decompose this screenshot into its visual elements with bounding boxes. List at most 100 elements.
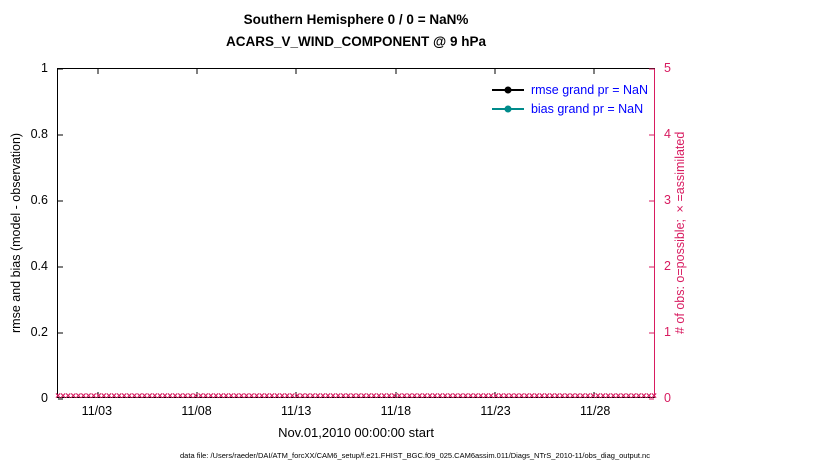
assimilated-obs-marker: × xyxy=(294,391,301,402)
x-tick-mark xyxy=(395,392,397,397)
assimilated-obs-marker: × xyxy=(212,391,219,402)
x-tick-mark xyxy=(97,69,99,74)
legend-item: rmse grand pr = NaN xyxy=(491,83,648,97)
assimilated-obs-marker: × xyxy=(162,391,168,402)
assimilated-obs-marker: × xyxy=(544,391,550,402)
assimilated-obs-marker: × xyxy=(472,391,479,402)
assimilated-obs-marker: × xyxy=(289,391,296,402)
assimilated-obs-marker: × xyxy=(645,391,652,402)
assimilated-obs-marker: × xyxy=(589,391,596,402)
x-tick-mark xyxy=(196,392,198,397)
assimilated-obs-marker: × xyxy=(569,391,576,402)
assimilated-obs-marker: × xyxy=(482,391,489,402)
assimilated-obs-marker: × xyxy=(640,391,647,402)
legend: rmse grand pr = NaN bias grand pr = NaN xyxy=(491,83,648,116)
assimilated-obs-marker: × xyxy=(218,391,224,402)
assimilated-obs-marker: × xyxy=(595,391,601,402)
assimilated-obs-marker: × xyxy=(182,391,189,402)
x-tick-label: 11/18 xyxy=(380,404,412,418)
assimilated-obs-marker: × xyxy=(121,391,128,402)
y-left-tick-mark xyxy=(58,266,63,268)
x-tick-label: 11/28 xyxy=(580,404,611,418)
assimilated-obs-marker: × xyxy=(192,391,199,402)
assimilated-obs-marker: × xyxy=(167,391,173,402)
x-tick-label: 11/08 xyxy=(181,404,212,418)
assimilated-obs-marker: × xyxy=(187,391,194,402)
assimilated-obs-marker: × xyxy=(411,391,418,402)
assimilated-obs-marker: × xyxy=(330,391,336,402)
rmse-marker-icon xyxy=(504,86,512,94)
y-left-tick-label: 0 xyxy=(41,391,48,405)
chart-title-line1: Southern Hemisphere 0 / 0 = NaN% xyxy=(243,12,469,27)
y-left-tick-label: 0.4 xyxy=(30,259,48,273)
bias-line-sample xyxy=(491,105,524,113)
assimilated-obs-marker: × xyxy=(610,391,617,402)
assimilated-obs-marker: × xyxy=(503,391,510,402)
assimilated-obs-marker: × xyxy=(55,391,61,402)
assimilated-obs-marker: × xyxy=(202,391,209,402)
assimilated-obs-marker: × xyxy=(274,391,280,402)
assimilated-obs-marker: × xyxy=(513,391,520,402)
y-right-tick-mark xyxy=(649,68,654,70)
assimilated-obs-marker: × xyxy=(635,391,642,402)
x-axis-label: Nov.01,2010 00:00:00 start xyxy=(278,425,434,440)
assimilated-obs-marker: × xyxy=(111,391,117,402)
legend-label: rmse grand pr = NaN xyxy=(530,83,648,97)
assimilated-obs-marker: × xyxy=(386,391,393,402)
y-right-tick-label: 3 xyxy=(664,193,671,207)
assimilated-obs-marker: × xyxy=(467,391,474,402)
assimilated-obs-marker: × xyxy=(396,391,403,402)
assimilated-obs-marker: × xyxy=(528,391,535,402)
x-tick-label: 11/13 xyxy=(281,404,312,418)
x-tick-mark xyxy=(196,69,198,74)
assimilated-obs-marker: × xyxy=(131,391,138,402)
x-tick-label: 11/03 xyxy=(81,404,113,418)
assimilated-obs-marker: × xyxy=(65,391,72,402)
assimilated-obs-marker: × xyxy=(488,391,494,402)
assimilated-obs-marker: × xyxy=(80,391,87,402)
assimilated-obs-marker: × xyxy=(574,391,581,402)
y-left-tick-mark xyxy=(58,398,63,400)
assimilated-obs-marker: × xyxy=(355,391,362,402)
assimilated-obs-marker: × xyxy=(426,391,433,402)
y-right-tick-label: 5 xyxy=(664,61,671,75)
assimilated-obs-marker: × xyxy=(584,391,591,402)
assimilated-obs-marker: × xyxy=(416,391,423,402)
assimilated-obs-marker: × xyxy=(493,391,499,402)
assimilated-obs-marker: × xyxy=(462,391,469,402)
assimilated-obs-marker: × xyxy=(447,391,454,402)
assimilated-obs-marker: × xyxy=(263,391,270,402)
y-right-tick-mark xyxy=(649,398,654,400)
assimilated-obs-marker: × xyxy=(559,391,566,402)
assimilated-obs-marker: × xyxy=(564,391,571,402)
assimilated-obs-marker: × xyxy=(136,391,143,402)
legend-label: bias grand pr = NaN xyxy=(530,102,644,116)
x-tick-mark xyxy=(494,392,496,397)
y-left-tick-label: 0.8 xyxy=(30,127,48,141)
y-right-tick-mark xyxy=(649,200,654,202)
y-left-tick-label: 0.6 xyxy=(30,193,48,207)
assimilated-obs-marker: × xyxy=(615,391,622,402)
assimilated-obs-marker: × xyxy=(365,391,372,402)
x-tick-mark xyxy=(494,69,496,74)
assimilated-obs-marker: × xyxy=(508,391,515,402)
assimilated-obs-marker: × xyxy=(279,391,286,402)
assimilated-obs-marker: × xyxy=(421,391,428,402)
assimilated-obs-marker: × xyxy=(376,391,382,402)
assimilated-obs-marker: × xyxy=(100,391,107,402)
y-right-tick-mark xyxy=(649,266,654,268)
y-left-tick-mark xyxy=(58,68,63,70)
assimilated-obs-marker: × xyxy=(350,391,357,402)
assimilated-obs-marker: × xyxy=(319,391,326,402)
assimilated-obs-marker: × xyxy=(391,391,398,402)
assimilated-obs-marker: × xyxy=(600,391,606,402)
assimilated-obs-marker: × xyxy=(432,391,438,402)
assimilated-obs-marker: × xyxy=(126,391,133,402)
assimilated-obs-marker: × xyxy=(95,391,102,402)
assimilated-obs-marker: × xyxy=(335,391,342,402)
assimilated-obs-marker: × xyxy=(197,391,204,402)
assimilated-obs-marker: × xyxy=(146,391,153,402)
bias-marker-icon xyxy=(504,105,512,113)
assimilated-obs-marker: × xyxy=(630,391,637,402)
